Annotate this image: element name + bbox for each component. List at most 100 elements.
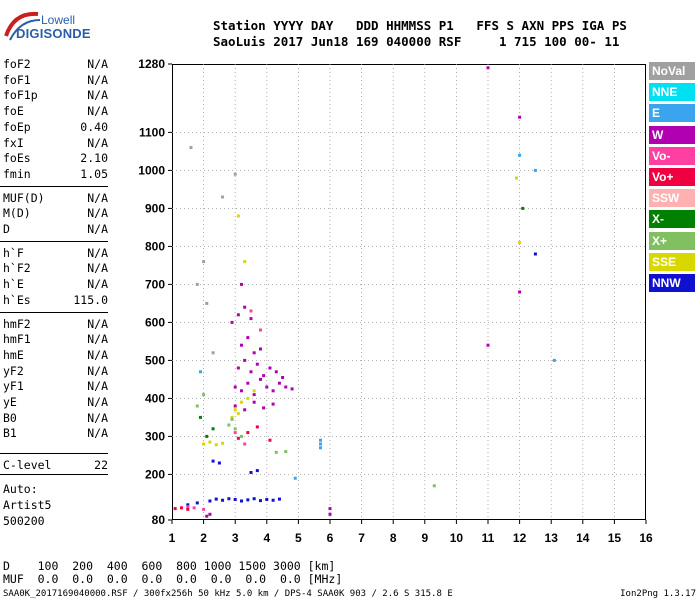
param-label: h`F xyxy=(3,245,24,260)
x-tick-label: 15 xyxy=(608,531,622,545)
y-tick-label: 700 xyxy=(145,277,165,291)
param-value: N/A xyxy=(87,395,108,409)
echo-point-sse xyxy=(230,415,234,419)
echo-point-sse xyxy=(246,396,250,400)
divider xyxy=(0,185,108,187)
echo-point-w xyxy=(243,305,247,309)
echo-point-x- xyxy=(274,450,278,454)
echo-point-nnw xyxy=(240,499,244,503)
auto-label: Auto: xyxy=(3,482,38,496)
echo-point-w xyxy=(281,376,285,379)
echo-point-vo- xyxy=(179,506,183,510)
divider xyxy=(0,311,108,313)
x-tick-label: 9 xyxy=(421,531,428,545)
echo-point-w xyxy=(277,381,281,385)
echo-point-w xyxy=(252,393,256,397)
echo-point-w xyxy=(265,385,269,389)
echo-point-sse xyxy=(518,241,522,245)
param-value: 1.05 xyxy=(80,166,108,181)
echo-point-w xyxy=(518,290,522,294)
echo-point-nnw xyxy=(246,498,250,502)
y-tick-label: 500 xyxy=(145,353,165,367)
echo-point-sse xyxy=(236,412,240,416)
legend-item: NoVal xyxy=(649,62,695,80)
echo-point-vo- xyxy=(243,442,247,446)
param-row: yE N/A xyxy=(3,395,108,411)
echo-point-vo- xyxy=(258,328,262,332)
echo-point-w xyxy=(249,317,253,321)
param-value: N/A xyxy=(87,206,108,221)
param-value: N/A xyxy=(87,277,108,292)
param-value: N/A xyxy=(87,135,108,150)
y-tick-label: 400 xyxy=(145,391,165,405)
divider xyxy=(0,474,108,475)
echo-point-nnw xyxy=(195,501,199,505)
legend-item: SSE xyxy=(649,252,695,271)
param-value: N/A xyxy=(87,245,108,260)
param-value: N/A xyxy=(87,316,108,331)
param-value: N/A xyxy=(87,57,108,71)
echo-point-sse xyxy=(214,443,218,447)
x-tick-label: 14 xyxy=(576,531,590,545)
x-tick-label: 6 xyxy=(327,531,334,545)
echo-point-w xyxy=(208,512,212,516)
echo-point-nnw xyxy=(217,461,221,465)
echo-point-w xyxy=(230,320,234,324)
param-row: foF1p N/A xyxy=(3,88,108,104)
param-row: yF1 N/A xyxy=(3,379,108,395)
echo-point-nnw xyxy=(186,503,190,507)
param-row: hmF2 N/A xyxy=(3,317,108,333)
echo-point-x- xyxy=(211,427,215,431)
param-label: B1 xyxy=(3,426,17,441)
echo-point-w xyxy=(240,389,244,393)
y-tick-label: 200 xyxy=(145,467,165,481)
echo-point-noval xyxy=(233,172,237,176)
param-row: h`F2 N/A xyxy=(3,261,108,277)
echo-point-w xyxy=(262,374,266,378)
param-row: hmF1 N/A xyxy=(3,332,108,348)
param-label: foF2 xyxy=(3,57,31,71)
param-value: 0.40 xyxy=(80,119,108,134)
header-labels: Station YYYY DAY DDD HHMMSS P1 FFS S AXN… xyxy=(213,18,627,33)
param-label: yF2 xyxy=(3,363,24,378)
header-values: SaoLuis 2017 Jun18 169 040000 RSF 1 715 … xyxy=(213,34,620,49)
echo-point-w xyxy=(328,507,332,511)
echo-point-w xyxy=(268,366,272,370)
param-row: MUF(D) N/A xyxy=(3,191,108,207)
echo-point-sse xyxy=(202,442,206,446)
echo-point-noval xyxy=(205,301,209,305)
echo-point-e xyxy=(319,446,323,450)
param-value: N/A xyxy=(87,104,108,119)
y-tick-label: 300 xyxy=(145,429,165,443)
y-tick-label: 80 xyxy=(152,513,166,527)
echo-point-nnw xyxy=(277,497,281,501)
echo-point-sse xyxy=(221,441,225,445)
echo-point-e xyxy=(552,358,556,362)
param-value: N/A xyxy=(87,410,108,425)
echo-point-w xyxy=(271,389,275,393)
echo-point-vo- xyxy=(246,431,250,435)
legend-item: W xyxy=(649,125,695,144)
echo-point-w xyxy=(252,400,256,404)
x-tick-label: 4 xyxy=(263,531,270,545)
param-label: h`E xyxy=(3,277,24,292)
x-tick-label: 13 xyxy=(545,531,559,545)
param-row: foE N/A xyxy=(3,104,108,120)
echo-point-x- xyxy=(195,404,199,408)
param-label: foEp xyxy=(3,119,31,134)
echo-point-x- xyxy=(202,393,206,397)
echo-point-x- xyxy=(432,484,436,488)
echo-point-nnw xyxy=(214,497,218,501)
echo-point-vo- xyxy=(192,506,196,510)
echo-point-w xyxy=(290,387,294,391)
echo-point-w xyxy=(518,115,522,119)
echo-point-w xyxy=(271,402,275,406)
echo-point-noval xyxy=(221,195,225,199)
param-row: h`E N/A xyxy=(3,277,108,293)
param-label: hmF2 xyxy=(3,316,31,331)
echo-point-nnw xyxy=(252,497,256,501)
echo-point-w xyxy=(205,514,209,518)
echo-point-vo- xyxy=(233,431,237,435)
param-label: foF1 xyxy=(3,72,31,87)
